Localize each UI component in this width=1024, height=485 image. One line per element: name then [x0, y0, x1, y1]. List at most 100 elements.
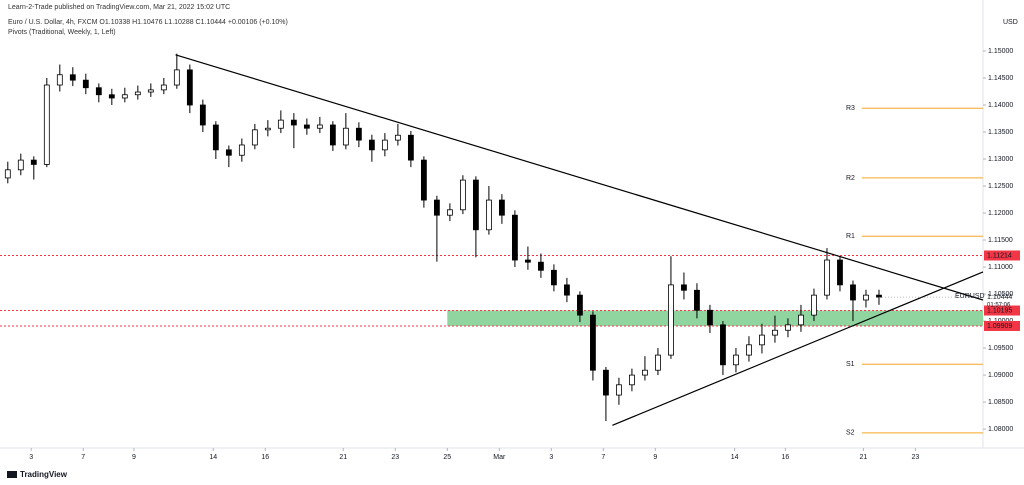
y-tick-label: 1.12500: [988, 183, 1013, 190]
x-tick-label: 23: [391, 454, 399, 461]
candle-body: [433, 199, 440, 216]
candle-body: [798, 314, 804, 326]
x-tick-label: 21: [859, 454, 867, 461]
candle-body: [238, 144, 245, 156]
logo-icon: [7, 471, 17, 478]
candle-body: [108, 94, 115, 99]
indicator: Pivots (Traditional, Weekly, 1, Left): [8, 29, 116, 36]
candle-body: [837, 259, 843, 286]
y-tick-label: 1.10500: [988, 291, 1013, 298]
candle-body: [420, 159, 427, 201]
x-tick-label: 21: [339, 454, 347, 461]
candle-body: [564, 284, 570, 296]
y-tick-label: 1.11500: [988, 237, 1013, 244]
pivot-label: R1: [846, 233, 855, 240]
publisher: Learn-2-Trade published on TradingView.c…: [8, 4, 230, 11]
candle-body: [603, 369, 609, 396]
candle-body: [850, 284, 856, 301]
x-tick-label: 3: [29, 454, 33, 461]
x-tick-label: 25: [443, 454, 451, 461]
candle-body: [772, 329, 778, 336]
x-tick-label: 9: [653, 454, 657, 461]
pivot-label: S1: [846, 361, 855, 368]
symbol-label: EURUSD: [955, 293, 985, 300]
candle-body: [199, 104, 206, 126]
candle-body: [499, 199, 505, 216]
candle-body: [459, 179, 466, 211]
candle-body: [342, 127, 349, 146]
candle-body: [82, 79, 89, 89]
candle-body: [251, 129, 258, 146]
brand: TradingView: [20, 470, 68, 479]
y-tick-label: 1.13000: [988, 156, 1013, 163]
x-tick-label: 16: [781, 454, 789, 461]
candle-body: [212, 124, 219, 151]
candle-body: [733, 354, 739, 366]
x-tick-label: 3: [549, 454, 553, 461]
price-label: 1.11214: [987, 252, 1012, 259]
price-label-box: [984, 305, 1020, 316]
candle-body: [121, 94, 128, 99]
candle-body: [4, 169, 11, 179]
x-tick-label: 14: [209, 454, 217, 461]
price-label: 1.10195: [987, 307, 1012, 314]
candle-body: [551, 269, 557, 286]
candle-body: [590, 314, 596, 371]
candle-body: [512, 214, 518, 261]
candle-body: [811, 294, 817, 316]
candle-body: [134, 91, 141, 96]
candle-body: [655, 354, 661, 371]
candle-body: [160, 84, 167, 91]
y-tick-label: 1.13500: [988, 129, 1013, 136]
candle-body: [394, 134, 401, 141]
y-tick-label: 1.08500: [988, 399, 1013, 406]
candle-body: [759, 334, 765, 346]
trendline: [175, 54, 984, 301]
price-label-box: [984, 320, 1020, 331]
candle-body: [876, 294, 882, 298]
price-label: 1.09909: [987, 323, 1012, 330]
candle-body: [668, 284, 674, 356]
x-tick-label: 7: [81, 454, 85, 461]
candle-body: [785, 324, 791, 331]
pivot-label: S2: [846, 430, 855, 437]
x-tick-label: 7: [601, 454, 605, 461]
candle-body: [472, 179, 479, 231]
candle-body: [147, 89, 154, 93]
candle-body: [186, 69, 193, 106]
logo: TradingView: [7, 470, 68, 479]
support-zone: [447, 310, 983, 326]
y-tick-label: 1.11000: [988, 264, 1013, 271]
candle-body: [69, 74, 76, 81]
x-tick-label: 14: [731, 454, 739, 461]
candle-body: [381, 139, 388, 151]
candle-body: [629, 374, 635, 386]
countdown: 01:57:06: [987, 303, 1011, 309]
candle-body: [824, 259, 830, 296]
y-tick-label: 1.15000: [988, 48, 1013, 55]
y-tick-label: 1.09000: [988, 372, 1013, 379]
candle-body: [17, 159, 24, 171]
candle-body: [30, 159, 37, 165]
last-price-label: 1.10444: [987, 294, 1012, 301]
x-tick-label: Mar: [493, 454, 506, 461]
candle-body: [577, 294, 583, 316]
candle-body: [642, 369, 648, 376]
candle-body: [56, 74, 63, 86]
y-tick-label: 1.12000: [988, 210, 1013, 217]
candle-body: [95, 87, 102, 96]
candle-body: [407, 134, 414, 161]
candle-body: [316, 124, 323, 129]
y-tick-label: 1.14500: [988, 75, 1013, 82]
x-tick-label: 9: [132, 454, 136, 461]
candle-body: [173, 69, 180, 86]
y-tick-label: 1.09500: [988, 345, 1013, 352]
candle-body: [290, 119, 297, 126]
y-tick-label: 1.14000: [988, 102, 1013, 109]
candle-body: [746, 344, 752, 356]
candle-body: [264, 127, 271, 131]
candle-body: [277, 119, 284, 129]
candle-body: [694, 289, 700, 311]
